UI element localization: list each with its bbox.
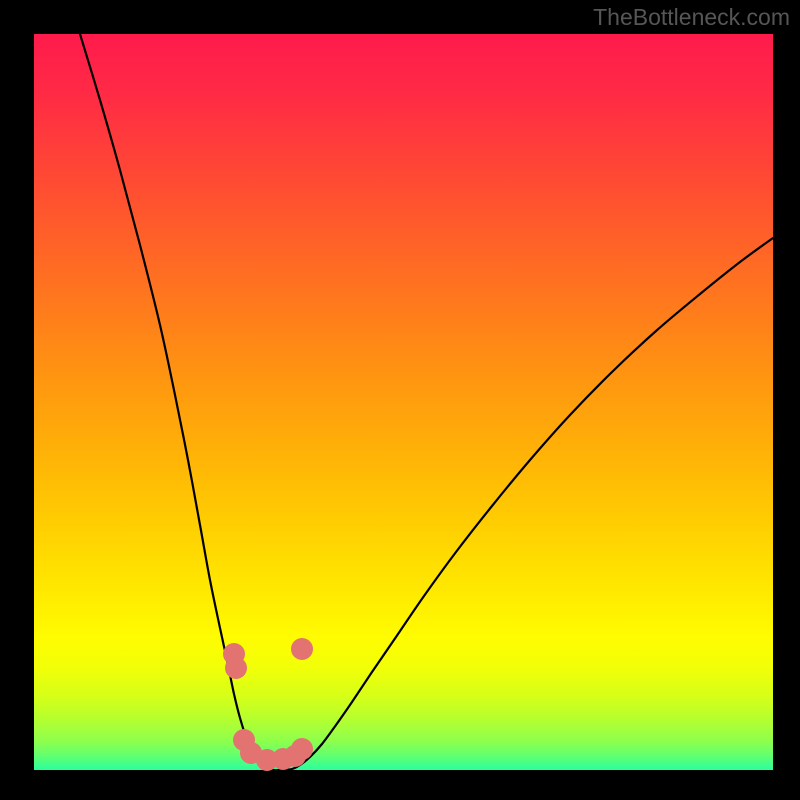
bottleneck-curve-chart	[0, 0, 800, 800]
marker-dot	[291, 738, 313, 760]
watermark-text: TheBottleneck.com	[593, 4, 790, 31]
chart-container: TheBottleneck.com	[0, 0, 800, 800]
plot-gradient-background	[34, 34, 773, 770]
marker-dot	[291, 638, 313, 660]
marker-dot	[225, 657, 247, 679]
